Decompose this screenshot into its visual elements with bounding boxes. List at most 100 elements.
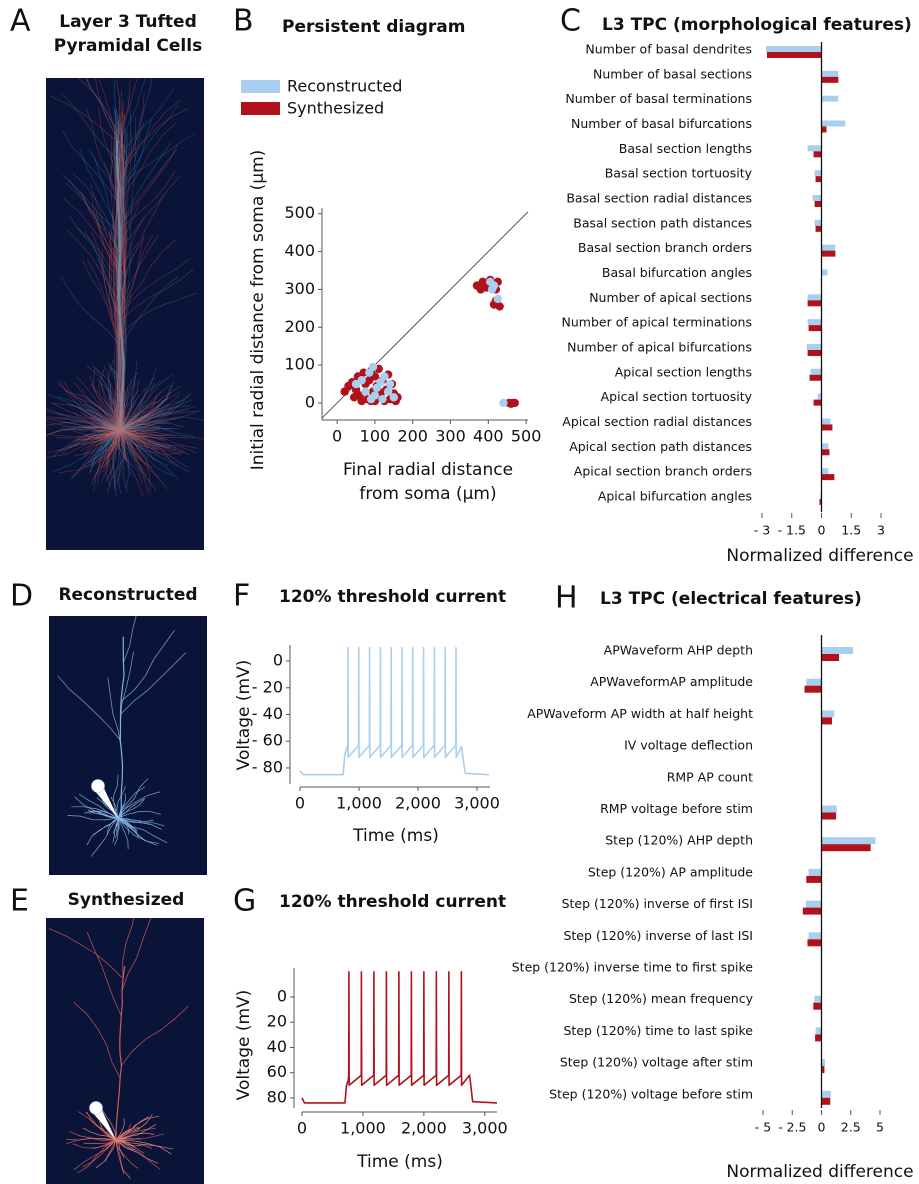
y-tick-label: 40 (267, 1037, 287, 1056)
x-tick-label: 0 (295, 794, 305, 813)
category-label: Step (120%) mean frequency (569, 991, 754, 1006)
y-axis-label: Voltage (mV) (234, 990, 254, 1101)
chart-title: 120% threshold current (279, 892, 506, 912)
bar (808, 300, 822, 306)
category-label: Step (120%) AP amplitude (588, 864, 753, 879)
bar (767, 52, 822, 58)
category-label: Step (120%) voltage after stim (560, 1055, 753, 1070)
bar (806, 901, 822, 908)
chart-title: L3 TPC (morphological features) (602, 15, 912, 35)
category-label: Step (120%) inverse time to first spike (512, 960, 754, 975)
bar (822, 443, 829, 449)
category-label: Basal section branch orders (578, 240, 752, 255)
category-label: Number of apical terminations (562, 315, 752, 330)
category-label: Apical section lengths (615, 364, 752, 379)
scatter-point (369, 363, 377, 371)
category-label: Number of apical sections (589, 290, 752, 305)
bar (822, 1091, 831, 1098)
category-label: Apical bifurcation angles (598, 488, 752, 503)
scatter-point (495, 302, 503, 310)
bar (813, 1003, 821, 1010)
voltage-trace (300, 648, 489, 775)
category-label: Number of basal sections (593, 66, 752, 81)
bar (822, 77, 839, 83)
category-label: APWaveform AP width at half height (527, 706, 753, 721)
y-tick-label: 0 (277, 987, 287, 1006)
y-axis-label: Initial radial distance from soma (μm) (248, 150, 268, 471)
category-label: Basal section radial distances (566, 190, 752, 205)
x-tick-label: 3,000 (454, 794, 500, 813)
pipette-tip (90, 1102, 103, 1115)
x-axis-label: Normalized difference (726, 546, 913, 566)
image-title: Synthesized (68, 890, 185, 910)
x-tick-label: 1,000 (340, 1119, 386, 1138)
panel-letter: G (233, 884, 256, 919)
category-label: APWaveform AHP depth (604, 643, 753, 658)
legend-swatch (241, 102, 280, 115)
bar (807, 344, 822, 350)
category-label: Basal section lengths (619, 141, 752, 156)
bar (822, 468, 829, 474)
bar (822, 647, 854, 654)
category-label: Apical section branch orders (574, 464, 752, 479)
bar (822, 245, 836, 251)
bar (814, 151, 822, 157)
panel-letter: B (233, 4, 254, 39)
x-tick-label: 2,000 (401, 1119, 447, 1138)
bar (808, 350, 822, 356)
bar (815, 201, 822, 207)
image-title: Layer 3 Tufted (59, 12, 197, 32)
bar (805, 686, 822, 693)
bar (810, 375, 822, 381)
y-tick-label: 500 (284, 203, 315, 222)
bar (803, 908, 822, 915)
x-tick-label: 1.5 (841, 523, 861, 538)
chart-title: L3 TPC (electrical features) (600, 589, 862, 609)
image-title: Reconstructed (58, 585, 197, 605)
figure: ALayer 3 TuftedPyramidal CellsDReconstru… (0, 0, 919, 1184)
bar (822, 806, 837, 813)
category-label: Apical section radial distances (562, 414, 752, 429)
x-tick-label: 3 (877, 523, 885, 538)
panel-letter: H (555, 581, 578, 616)
bar (806, 876, 821, 883)
bar (822, 1098, 831, 1105)
panel-letter: E (10, 884, 29, 919)
x-tick-label: - 3 (754, 523, 770, 538)
x-tick-label: - 5 (755, 1120, 771, 1135)
x-tick-label: 500 (511, 427, 542, 446)
scatter-point (386, 380, 394, 388)
bar (811, 369, 822, 375)
x-tick-label: - 1.5 (778, 523, 806, 538)
y-tick-label: - 60 (252, 731, 283, 750)
panel-letter: A (10, 4, 31, 39)
voltage-trace (302, 972, 497, 1103)
y-tick-label: - 20 (252, 677, 283, 696)
panel-letter: C (560, 4, 581, 39)
x-tick-label: 5 (876, 1120, 884, 1135)
legend-label: Reconstructed (287, 77, 402, 96)
category-label: Step (120%) voltage before stim (549, 1086, 753, 1101)
scatter-point (350, 393, 358, 401)
scatter-point (357, 376, 365, 384)
bar (822, 418, 831, 424)
bar (822, 844, 871, 851)
scatter-point (494, 295, 502, 303)
x-tick-label: 200 (397, 427, 428, 446)
x-axis-label: Time (ms) (356, 1152, 443, 1172)
category-label: IV voltage deflection (624, 738, 753, 753)
scatter-point (490, 281, 498, 289)
bar (809, 869, 822, 876)
bar (822, 96, 839, 102)
category-label: Step (120%) inverse of first ISI (562, 896, 753, 911)
bar (822, 126, 827, 132)
pipette-tip (92, 780, 105, 793)
bar (816, 226, 822, 232)
bar (822, 710, 835, 717)
bar (815, 170, 822, 176)
bar (822, 449, 830, 455)
bar (808, 319, 822, 325)
x-tick-label: 1,000 (336, 794, 382, 813)
scatter-point (361, 387, 369, 395)
x-tick-label: 100 (360, 427, 391, 446)
